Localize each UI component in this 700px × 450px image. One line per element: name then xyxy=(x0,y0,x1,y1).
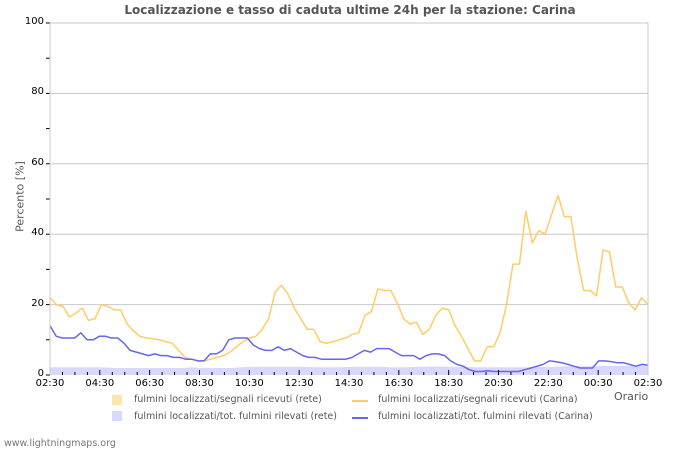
legend-label-carina-tot: fulmini localizzati/tot. fulmini rilevat… xyxy=(378,411,593,422)
gridlines xyxy=(50,22,648,306)
x-tick-label: 08:30 xyxy=(185,378,214,389)
footer-link[interactable]: www.lightningmaps.org xyxy=(4,438,116,449)
x-tick-label: 04:30 xyxy=(85,378,115,389)
x-tick-label: 06:30 xyxy=(135,378,165,389)
y-tick-label: 20 xyxy=(31,297,44,309)
line-series-path xyxy=(49,194,649,362)
x-tick-label: 02:30 xyxy=(633,378,663,389)
y-tick-label: 60 xyxy=(31,156,44,168)
x-tick-label: 12:30 xyxy=(284,378,314,389)
x-tick-label: 22:30 xyxy=(533,378,563,389)
legend-label-carina-segnali: fulmini localizzati/segnali ricevuti (Ca… xyxy=(378,394,578,405)
x-tick-label: 10:30 xyxy=(234,378,264,389)
x-tick-label: 14:30 xyxy=(334,378,364,389)
legend-label-rete-tot: fulmini localizzati/tot. fulmini rilevat… xyxy=(134,411,337,422)
chart-title: Localizzazione e tasso di caduta ultime … xyxy=(124,3,576,17)
x-tick-label: 00:30 xyxy=(583,378,613,389)
legend-label-rete-segnali: fulmini localizzati/segnali ricevuti (re… xyxy=(134,394,322,405)
legend-swatch-carina-tot xyxy=(352,417,368,419)
y-tick-label: 40 xyxy=(31,227,44,239)
y-tick-label: 100 xyxy=(24,16,44,27)
x-tick-label: 20:30 xyxy=(484,378,513,389)
y-tick-label: 80 xyxy=(31,86,44,98)
line-series xyxy=(49,194,649,373)
axes xyxy=(46,22,649,376)
x-tick-label: 02:30 xyxy=(35,378,65,389)
x-tick-label: 18:30 xyxy=(434,378,464,389)
legend-swatch-rete-tot xyxy=(112,411,122,421)
y-axis-title: Percento [%] xyxy=(13,161,27,232)
x-tick-label: 16:30 xyxy=(384,378,414,389)
y-tick-label: 0 xyxy=(37,368,44,379)
x-axis-title: Orario xyxy=(614,390,649,403)
legend-swatch-rete-segnali xyxy=(112,395,122,405)
legend-swatch-carina-segnali xyxy=(352,400,368,402)
line-series-path xyxy=(49,325,649,373)
